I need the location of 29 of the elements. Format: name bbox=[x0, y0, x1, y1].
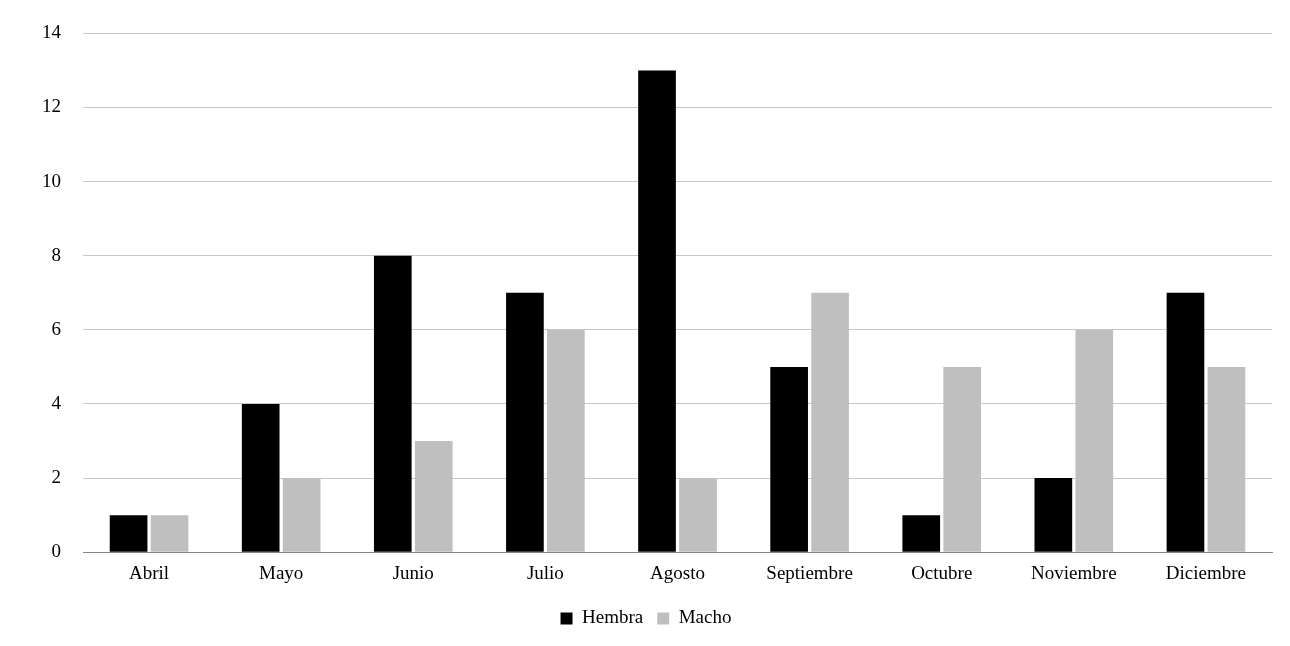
x-tick-label: Agosto bbox=[650, 561, 705, 583]
legend-label: Hembra bbox=[582, 606, 644, 628]
x-tick-label: Diciembre bbox=[1165, 561, 1247, 583]
y-tick-label: 2 bbox=[51, 466, 61, 488]
y-tick-label: 12 bbox=[42, 95, 61, 117]
legend-label: Macho bbox=[678, 606, 732, 628]
bar bbox=[1034, 478, 1073, 552]
x-tick-label: Abril bbox=[129, 561, 170, 583]
bar bbox=[1166, 292, 1205, 552]
y-tick-label: 10 bbox=[42, 169, 61, 191]
bar bbox=[902, 515, 941, 552]
x-tick-label: Octubre bbox=[911, 561, 973, 583]
y-tick-label: 4 bbox=[51, 391, 62, 413]
x-tick-label: Noviembre bbox=[1031, 561, 1117, 583]
bar bbox=[638, 70, 676, 552]
x-tick-label: Mayo bbox=[259, 561, 304, 583]
bar bbox=[373, 255, 412, 552]
x-tick-label: Junio bbox=[392, 561, 434, 583]
y-tick-label: 8 bbox=[51, 243, 61, 265]
y-tick-label: 14 bbox=[42, 21, 62, 43]
y-tick-label: 6 bbox=[51, 317, 61, 339]
bar bbox=[770, 366, 808, 552]
bar bbox=[109, 515, 148, 552]
y-tick-label: 0 bbox=[51, 540, 61, 562]
x-tick-label: Julio bbox=[526, 561, 564, 583]
bar bbox=[150, 515, 189, 552]
bar bbox=[241, 403, 280, 552]
x-tick-label: Septiembre bbox=[766, 561, 853, 583]
bar bbox=[506, 292, 544, 552]
